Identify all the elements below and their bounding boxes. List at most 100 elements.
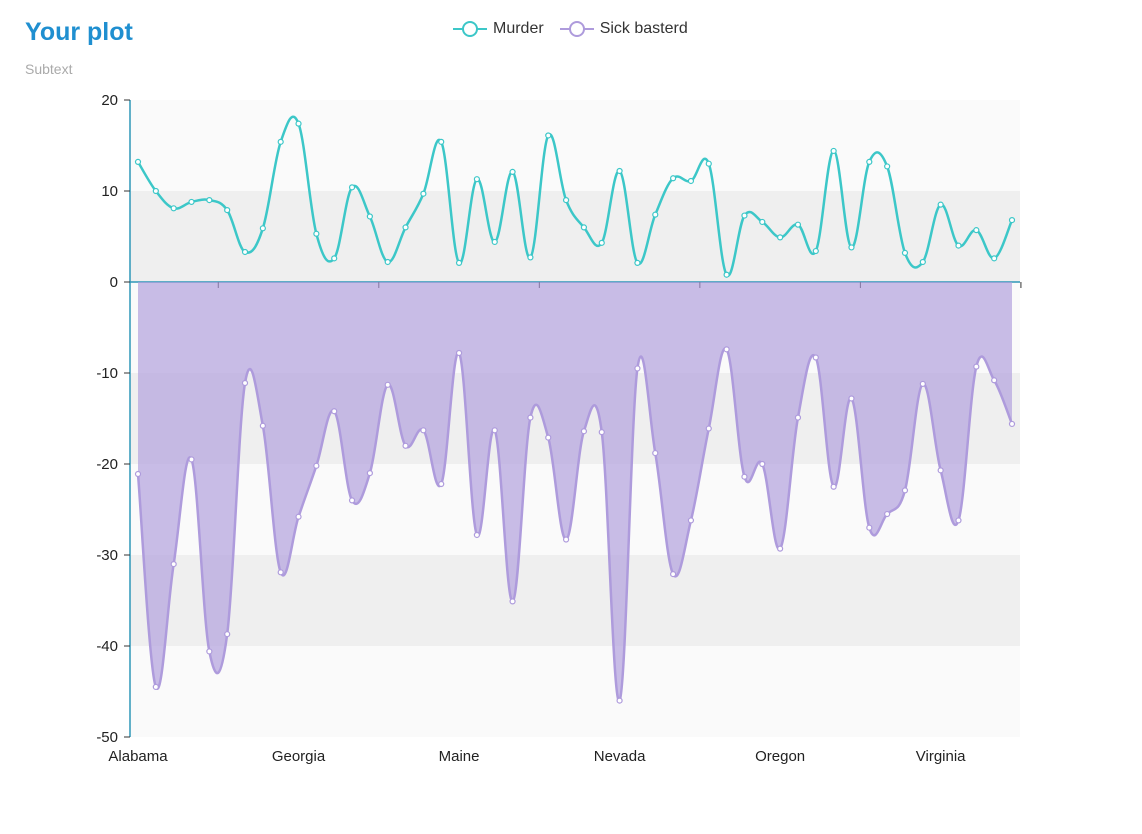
data-point-murder (438, 138, 445, 145)
data-point-sick-basterd (206, 648, 213, 655)
data-point-murder (241, 248, 249, 256)
data-point-sick-basterd (170, 560, 177, 568)
data-point-murder (687, 177, 695, 185)
data-point-sick-basterd (366, 470, 373, 477)
background-band (130, 191, 1020, 282)
data-point-murder (259, 225, 266, 232)
data-point-sick-basterd (991, 377, 998, 384)
y-tick-label: -50 (96, 729, 118, 746)
data-point-sick-basterd (598, 429, 605, 436)
x-tick-label: Alabama (108, 748, 168, 765)
data-point-murder (616, 167, 623, 175)
data-point-sick-basterd (188, 456, 195, 463)
legend-label-sick-basterd: Sick basterd (599, 20, 688, 37)
data-point-sick-basterd (331, 408, 338, 415)
data-point-murder (473, 176, 480, 183)
data-point-murder (634, 259, 641, 266)
data-point-sick-basterd (438, 480, 445, 488)
data-point-murder (991, 255, 998, 262)
data-point-sick-basterd (848, 395, 855, 402)
data-point-sick-basterd (455, 349, 463, 357)
legend-line-marker-icon (559, 21, 594, 37)
data-point-sick-basterd (277, 569, 284, 576)
data-point-sick-basterd (777, 545, 784, 552)
data-point-sick-basterd (759, 460, 766, 468)
data-point-sick-basterd (634, 365, 641, 372)
legend-item-sick-basterd[interactable]: Sick basterd (559, 20, 688, 38)
data-point-sick-basterd (259, 422, 266, 429)
data-point-murder (402, 224, 409, 231)
data-point-sick-basterd (384, 381, 391, 388)
data-point-sick-basterd (580, 428, 588, 435)
background-band (130, 100, 1020, 191)
data-point-murder (670, 175, 677, 182)
x-tick-label: Virginia (916, 748, 966, 765)
data-point-murder (152, 187, 159, 195)
data-point-sick-basterd (973, 363, 980, 370)
data-point-murder (955, 242, 962, 249)
x-tick-label: Nevada (594, 748, 646, 765)
data-point-sick-basterd (152, 683, 159, 691)
data-point-murder (652, 211, 659, 218)
data-point-sick-basterd (295, 513, 302, 520)
data-point-murder (188, 198, 195, 206)
data-point-sick-basterd (830, 483, 837, 490)
data-point-sick-basterd (402, 442, 409, 449)
data-point-sick-basterd (241, 379, 249, 387)
data-point-murder (580, 224, 588, 231)
y-tick-label: 20 (101, 92, 118, 109)
data-point-sick-basterd (545, 434, 552, 441)
data-point-sick-basterd (348, 497, 356, 504)
data-point-murder (598, 239, 605, 246)
tick-labels: 20 10 0 -10 -20 -30 -40 -50 Alabama Georgia Maine N… (96, 92, 966, 765)
data-point-murder (384, 258, 391, 266)
data-point-sick-basterd (937, 467, 944, 474)
data-point-murder (455, 259, 463, 266)
x-tick-label: Georgia (272, 748, 326, 765)
data-point-murder (545, 132, 552, 139)
data-point-murder (901, 249, 909, 256)
data-point-sick-basterd (562, 536, 570, 543)
data-point-sick-basterd (420, 427, 427, 434)
chart-title: Your plot (25, 18, 133, 46)
legend: Murder Sick basterd (453, 20, 704, 38)
data-point-murder (884, 163, 891, 170)
legend-label-murder: Murder (493, 20, 544, 37)
data-point-sick-basterd (901, 487, 909, 494)
data-point-murder (313, 230, 320, 237)
data-point-sick-basterd (224, 631, 231, 638)
data-point-murder (777, 234, 784, 241)
data-point-murder (919, 258, 926, 266)
y-tick-label: -20 (96, 456, 118, 473)
data-point-murder (277, 138, 284, 145)
x-tick-label: Maine (439, 748, 480, 765)
data-point-sick-basterd (919, 380, 926, 388)
data-point-sick-basterd (741, 473, 748, 480)
data-point-sick-basterd (955, 517, 962, 524)
data-point-murder (134, 158, 142, 165)
data-point-murder (331, 255, 338, 262)
data-point-sick-basterd (812, 354, 819, 361)
points-layer (134, 120, 1016, 704)
data-point-murder (366, 213, 373, 220)
data-point-sick-basterd (652, 449, 659, 457)
data-point-sick-basterd (491, 427, 498, 434)
data-point-sick-basterd (866, 524, 873, 531)
data-point-sick-basterd (473, 531, 480, 539)
data-point-murder (491, 238, 498, 246)
data-point-sick-basterd (884, 510, 891, 518)
data-point-murder (937, 201, 944, 208)
legend-item-murder[interactable]: Murder (453, 20, 544, 38)
data-point-murder (848, 244, 855, 251)
data-point-murder (206, 197, 213, 204)
data-point-murder (741, 212, 748, 219)
data-point-murder (295, 120, 302, 127)
y-tick-label: -10 (96, 365, 118, 382)
y-tick-label: -40 (96, 638, 118, 655)
chart-subtitle: Subtext (25, 61, 73, 77)
data-point-sick-basterd (794, 414, 802, 421)
data-point-sick-basterd (313, 462, 320, 469)
data-point-sick-basterd (616, 697, 623, 704)
data-point-murder (527, 254, 534, 261)
